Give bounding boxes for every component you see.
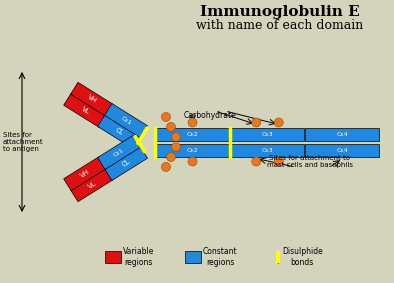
Circle shape <box>188 118 197 127</box>
Bar <box>71 168 113 202</box>
Text: Disulphide
bonds: Disulphide bonds <box>282 247 323 267</box>
Bar <box>105 251 121 263</box>
Text: Cε4: Cε4 <box>336 147 348 153</box>
Circle shape <box>167 153 175 162</box>
Text: VH: VH <box>79 168 91 179</box>
Text: Cε2: Cε2 <box>187 132 198 136</box>
Bar <box>104 104 147 138</box>
Text: Immunoglobulin E: Immunoglobulin E <box>200 5 360 19</box>
Bar <box>230 143 305 156</box>
Text: Cε3: Cε3 <box>262 147 273 153</box>
Text: Sites for
attachment
to antigen: Sites for attachment to antigen <box>3 132 44 152</box>
Text: with name of each domain: with name of each domain <box>196 19 364 32</box>
Bar <box>156 143 229 156</box>
Text: Cε3: Cε3 <box>262 132 273 136</box>
Circle shape <box>167 123 175 132</box>
Circle shape <box>252 118 261 127</box>
Bar <box>230 128 305 140</box>
Bar <box>305 143 379 156</box>
Text: Constant
regions: Constant regions <box>203 247 238 267</box>
Circle shape <box>162 162 171 171</box>
Bar <box>104 146 147 181</box>
Text: VL: VL <box>87 180 97 189</box>
Circle shape <box>188 157 197 166</box>
Text: VL: VL <box>80 106 91 115</box>
Bar <box>98 115 141 149</box>
Text: Cε1: Cε1 <box>113 147 125 158</box>
Bar <box>185 251 201 263</box>
Text: Sites for attachment to
mast cells and basophils: Sites for attachment to mast cells and b… <box>267 155 353 168</box>
Text: Cε2: Cε2 <box>187 147 198 153</box>
Bar <box>71 82 113 117</box>
Bar <box>305 128 379 140</box>
Circle shape <box>274 118 283 127</box>
Bar <box>64 156 107 191</box>
Circle shape <box>171 143 180 151</box>
Text: Variable
regions: Variable regions <box>123 247 154 267</box>
Bar <box>98 135 141 170</box>
Circle shape <box>252 157 261 166</box>
Text: Cε1: Cε1 <box>120 115 132 126</box>
Circle shape <box>171 132 180 142</box>
Bar <box>156 128 229 140</box>
Circle shape <box>274 157 283 166</box>
Circle shape <box>162 113 171 121</box>
Text: CL: CL <box>114 127 125 136</box>
Text: CL: CL <box>121 158 131 168</box>
Text: VH: VH <box>86 94 98 105</box>
Bar <box>64 93 107 127</box>
Text: Carbohydrate: Carbohydrate <box>184 111 236 120</box>
Text: Cε4: Cε4 <box>336 132 348 136</box>
